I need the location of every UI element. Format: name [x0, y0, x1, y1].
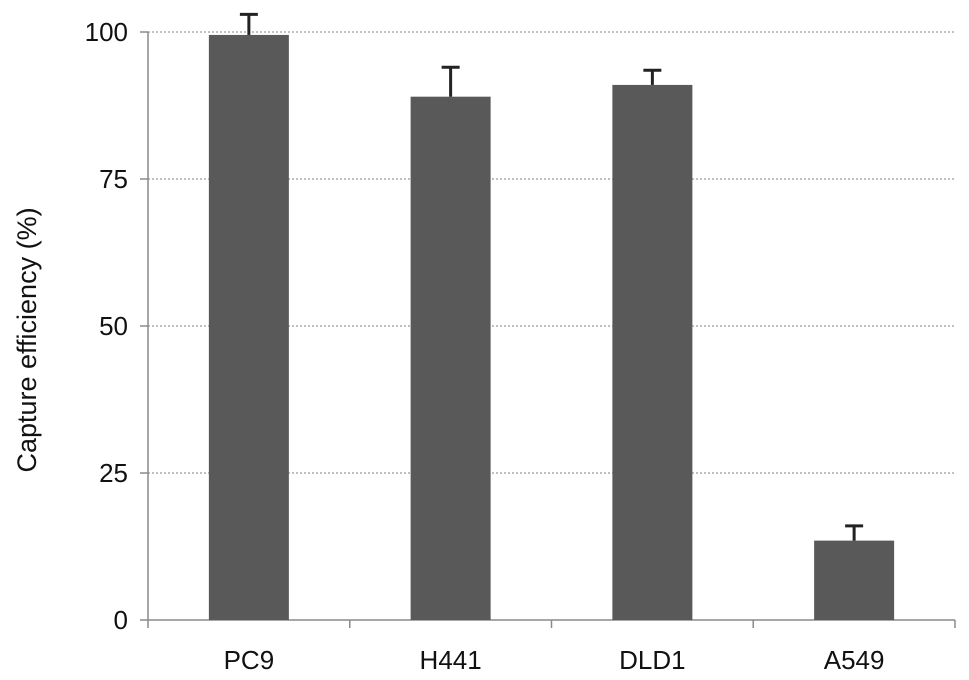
bar-dld1 [612, 84, 693, 621]
bar-a549 [814, 540, 895, 620]
x-tick-label: A549 [824, 645, 885, 675]
x-tick-labels: PC9 H441 DLD1 A549 [224, 645, 885, 675]
y-tick-label: 100 [85, 17, 128, 47]
error-bars [239, 12, 864, 541]
bar-pc9 [208, 34, 289, 620]
y-tick-label: 0 [114, 605, 128, 635]
y-axis-label: Capture efficiency (%) [12, 207, 42, 472]
gridlines [148, 31, 955, 474]
y-tick-label: 50 [99, 311, 128, 341]
y-tick-label: 75 [99, 164, 128, 194]
bar-h441 [410, 96, 491, 621]
y-tick-label: 25 [99, 458, 128, 488]
x-tick-label: DLD1 [619, 645, 685, 675]
x-tick-label: H441 [420, 645, 482, 675]
y-tick-labels: 0 25 50 75 100 [85, 17, 128, 635]
x-tick-label: PC9 [224, 645, 275, 675]
bars [208, 34, 895, 621]
